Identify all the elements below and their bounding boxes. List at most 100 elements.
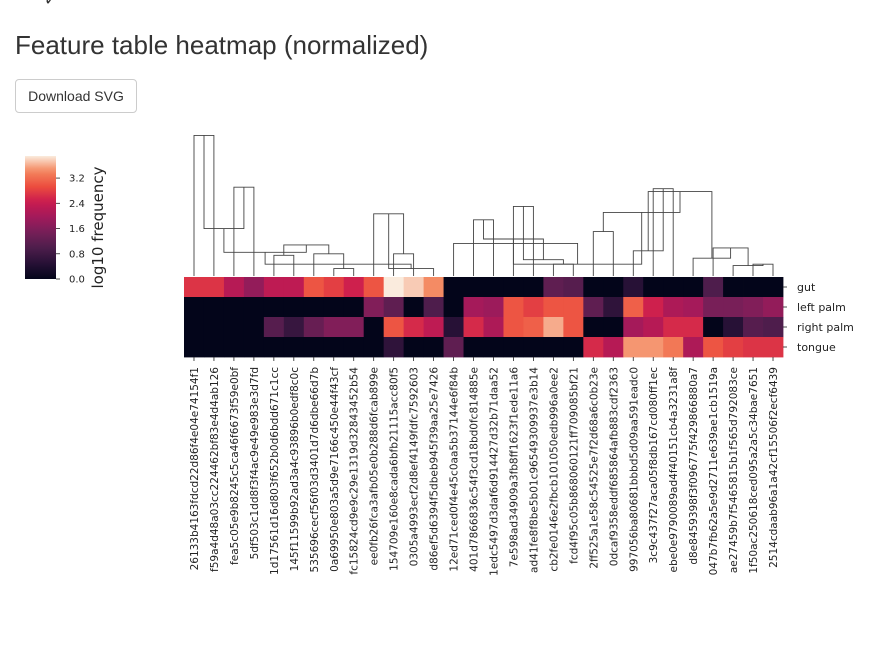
column-label: 154709e160e8cada6bfb21115acc80f5 [389,367,401,571]
column-label: ebe0e9790089ad4f40151cb4a3231a8f [668,367,680,573]
heatmap-cell-3-1 [203,337,225,358]
heatmap-cell-2-4 [263,317,285,338]
heatmap-cell-1-7 [323,297,345,318]
heatmap-cell-0-20 [583,277,604,298]
heatmap-cell-0-16 [503,277,524,298]
heatmap-cell-1-16 [503,297,524,318]
download-svg-button[interactable]: Download SVG [15,79,137,113]
heatmap-cell-0-8 [343,277,365,298]
heatmap-cell-0-26 [703,277,724,298]
heatmap-cell-0-13 [443,277,464,298]
dendrogram-link [522,206,564,265]
column-label: fcd4f95c05b868060121ff709085bf21 [568,367,580,564]
heatmap-cell-1-11 [403,297,424,318]
dendrogram-link [552,263,574,276]
dendrogram-link [273,254,295,276]
column-labels: 26133b4163fdcd22d86f4e04e74154f1 f59a4d48… [189,357,780,576]
heatmap-cell-1-6 [303,297,325,318]
colorbar-label: log10 frequency [89,166,107,288]
heatmap-cell-0-11 [403,277,424,298]
heatmap-cell-3-6 [303,337,325,358]
heatmap-cell-2-11 [403,317,424,338]
column-label: 047b7fb62a5e9d2711e639ae1cb1519a [708,367,720,575]
heatmap-cell-1-9 [363,297,385,318]
heatmap-cell-3-17 [523,337,544,358]
column-label: 2514cdaab96a1a42cf15506f2ecf6439 [768,367,780,568]
column-label: d8e8459398f3f096775f429866880a7 [688,367,700,565]
heatmap-cell-3-3 [243,337,265,358]
heatmap-cell-2-14 [463,317,484,338]
heatmap-cell-1-4 [263,297,285,318]
dendrogram-link [264,252,412,269]
column-label: 1edc5497d3daf6d914427d32b71daa52 [489,367,501,576]
heatmap-cell-2-5 [283,317,305,338]
colorbar-tick-label: 0.0 [69,275,85,286]
dendrogram-link [453,242,579,276]
column-label: 1d17561d16d803f652b0d6bdd671c1cc [269,367,281,575]
dendrogram-link [732,264,764,276]
heatmap-cell-1-17 [523,297,544,318]
row-label-gut: gut [797,281,816,294]
heatmap-cell-3-29 [763,337,784,358]
column-label: ad41fe8f8be5b01c96549309937e3b14 [528,367,540,573]
dendrogram-link [283,244,330,256]
heatmap-cell-3-22 [623,337,644,358]
heatmap-cell-2-15 [483,317,504,338]
heatmap-cell-0-3 [243,277,265,298]
heatmap-cell-1-18 [543,297,564,318]
column-label: 0305a4993ecf2d8ef4149fdfc7592603 [409,367,421,566]
heatmap-cell-1-8 [343,297,365,318]
heatmap-cell-3-20 [583,337,604,358]
heatmap-cell-1-23 [643,297,664,318]
heatmap-cell-0-28 [743,277,764,298]
heatmap-cell-0-7 [323,277,345,298]
heatmap-cell-1-12 [423,297,444,318]
column-label: 2ff525a1e58c54525e7f2d68a6c0b23e [588,367,600,569]
heatmap-cell-2-0 [184,317,205,338]
heatmap-cell-3-7 [323,337,345,358]
colorbar-tick-label: 1.6 [69,224,85,235]
column-label: 1f50ac250618ced095a2a5c34bae7651 [748,367,760,574]
heatmap-cell-3-23 [643,337,664,358]
heatmap-cell-0-21 [603,277,624,298]
heatmap-cell-2-28 [743,317,764,338]
row-labels: gut left palm right palm tongue [783,281,854,354]
heatmap-cell-3-4 [263,337,285,358]
heatmap-cell-2-20 [583,317,604,338]
dendrogram-link [602,191,681,232]
colorbar-gradient [25,156,56,279]
heatmap-cell-1-15 [483,297,504,318]
heatmap-cell-0-0 [184,277,205,298]
page-title: Feature table heatmap (normalized) [15,30,429,60]
column-label: 401d7866836c54f3cd18bd0fc814885e [469,367,481,572]
colorbar-tick-label: 2.4 [69,199,85,210]
heatmap-cell-2-21 [603,317,624,338]
heatmap-cell-3-11 [403,337,424,358]
heatmap-cell-2-10 [383,317,405,338]
colorbar: 0.0 0.8 1.6 2.4 3.2 log10 frequency [25,156,107,288]
column-label: ee0fb26fca3afb05e0b288d6fcab899e [369,367,381,565]
heatmap-cell-2-17 [523,317,544,338]
heatmap-cell-3-28 [743,337,764,358]
dendrogram-link [692,247,732,276]
heatmap-cell-1-29 [763,297,784,318]
dendrogram-link [592,231,614,276]
row-label-right-palm: right palm [797,321,854,334]
column-label: ae27459b7f5465815b1f565d792083ce [728,367,740,573]
heatmap-cell-2-26 [703,317,724,338]
heatmap-cell-0-24 [663,277,684,298]
heatmap-cell-0-10 [383,277,405,298]
heatmap-cell-2-29 [763,317,784,338]
heatmap-cell-0-19 [563,277,584,298]
column-label: 5df503c1dd8f3f4ac9e49e983e3d7fd [249,367,261,559]
heatmap-cell-0-29 [763,277,784,298]
heatmap-cell-2-23 [643,317,664,338]
heatmap-cell-3-16 [503,337,524,358]
heatmap-cell-1-10 [383,297,405,318]
heatmap-cell-3-14 [463,337,484,358]
heatmap-cell-0-22 [623,277,644,298]
heatmap-cell-0-6 [303,277,325,298]
column-label: 0a69950e803a5d9e7166c450e44f43cf [329,367,341,572]
heatmap-cell-1-24 [663,297,684,318]
heatmap-cell-1-5 [283,297,305,318]
